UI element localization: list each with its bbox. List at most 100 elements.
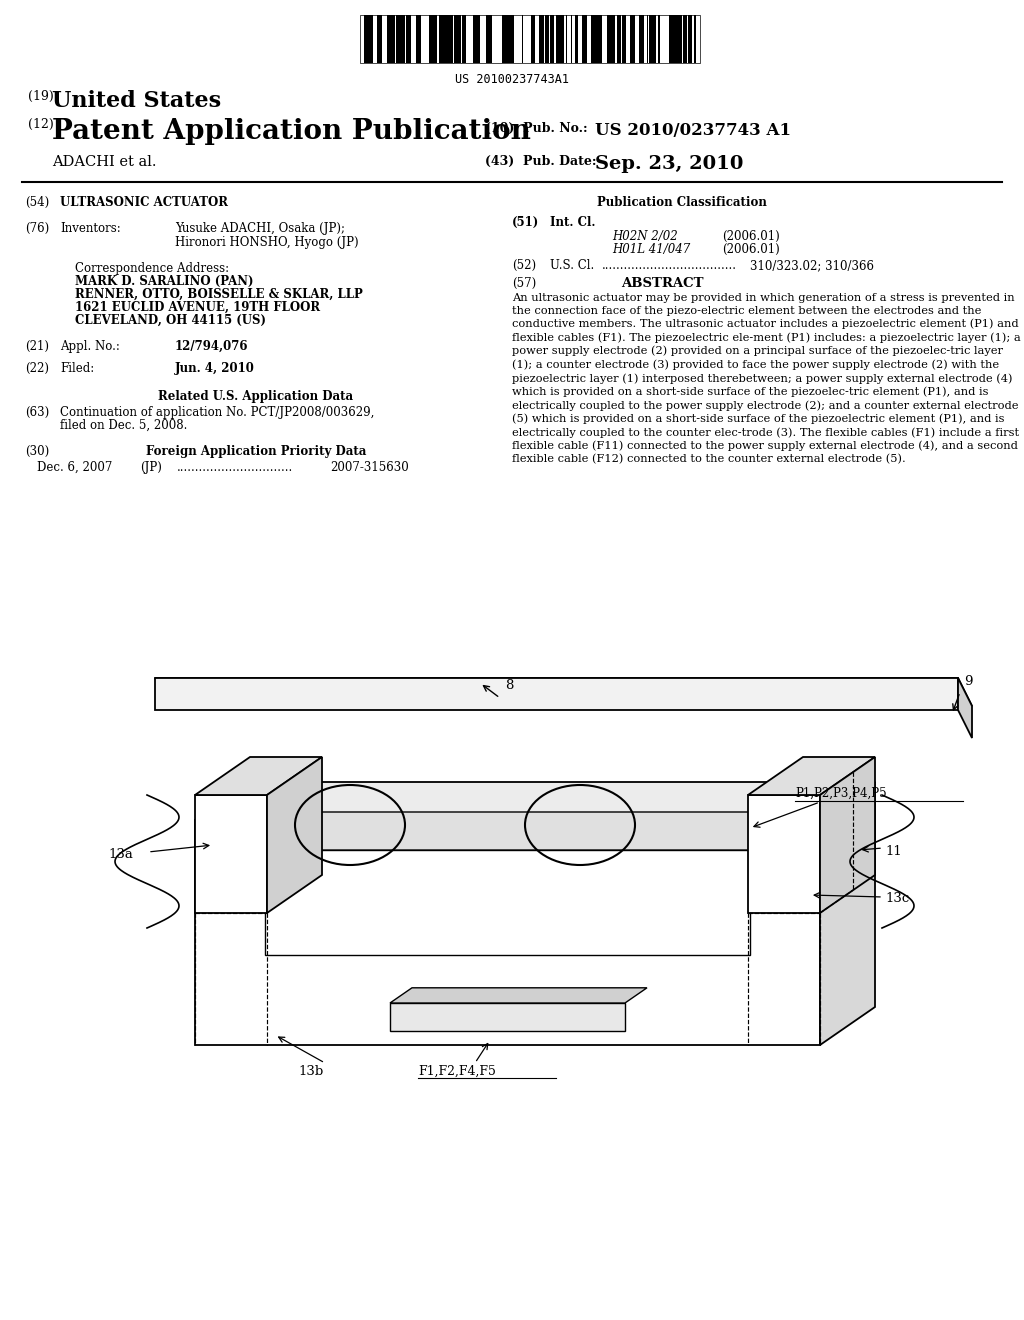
Bar <box>398 15 400 63</box>
Text: 13c: 13c <box>885 892 909 906</box>
Text: filed on Dec. 5, 2008.: filed on Dec. 5, 2008. <box>60 418 187 432</box>
Bar <box>658 15 660 63</box>
Text: (54): (54) <box>25 195 49 209</box>
Bar <box>531 15 535 63</box>
Bar <box>656 15 658 63</box>
Bar <box>437 15 439 63</box>
Bar <box>421 15 423 63</box>
Bar <box>506 15 509 63</box>
Bar <box>509 15 513 63</box>
Text: (19): (19) <box>28 90 53 103</box>
Bar <box>669 15 673 63</box>
Text: (57): (57) <box>512 277 537 290</box>
Bar <box>607 15 611 63</box>
Bar <box>604 15 607 63</box>
Bar <box>423 15 425 63</box>
Bar <box>412 15 416 63</box>
Polygon shape <box>267 756 322 913</box>
Text: Correspondence Address:: Correspondence Address: <box>75 261 229 275</box>
Bar <box>665 15 669 63</box>
Text: United States: United States <box>52 90 221 112</box>
Text: Continuation of application No. PCT/JP2008/003629,: Continuation of application No. PCT/JP20… <box>60 407 375 418</box>
Bar <box>535 15 539 63</box>
Text: ULTRASONIC ACTUATOR: ULTRASONIC ACTUATOR <box>60 195 228 209</box>
Text: P1,P2,P3,P4,P5: P1,P2,P3,P4,P5 <box>795 787 887 800</box>
Polygon shape <box>820 781 874 1045</box>
Text: (52): (52) <box>512 259 537 272</box>
Bar <box>679 15 682 63</box>
Bar <box>456 15 460 63</box>
Text: An ultrasonic actuator may be provided in which generation of a stress is preven: An ultrasonic actuator may be provided i… <box>512 293 1021 465</box>
Text: (76): (76) <box>25 222 49 235</box>
Bar <box>560 15 564 63</box>
Text: 9: 9 <box>964 675 973 688</box>
Bar <box>564 15 566 63</box>
Bar <box>587 15 591 63</box>
Bar <box>694 15 696 63</box>
Bar <box>692 15 694 63</box>
Bar <box>637 15 639 63</box>
Text: 13a: 13a <box>108 847 133 861</box>
Text: ADACHI et al.: ADACHI et al. <box>52 154 157 169</box>
Text: CLEVELAND, OH 44115 (US): CLEVELAND, OH 44115 (US) <box>75 314 266 327</box>
Bar <box>473 15 477 63</box>
Text: (2006.01): (2006.01) <box>722 230 779 243</box>
Bar <box>635 15 637 63</box>
Text: RENNER, OTTO, BOISSELLE & SKLAR, LLP: RENNER, OTTO, BOISSELLE & SKLAR, LLP <box>75 288 362 301</box>
Bar <box>660 15 664 63</box>
Bar <box>425 15 429 63</box>
Bar <box>454 15 456 63</box>
Text: Int. Cl.: Int. Cl. <box>550 216 596 228</box>
Bar <box>527 15 531 63</box>
Text: (43)  Pub. Date:: (43) Pub. Date: <box>485 154 597 168</box>
Text: Hironori HONSHO, Hyogo (JP): Hironori HONSHO, Hyogo (JP) <box>175 236 358 249</box>
Bar <box>500 15 502 63</box>
Polygon shape <box>265 812 805 850</box>
Bar <box>371 15 373 63</box>
Bar <box>446 15 450 63</box>
Bar <box>496 15 499 63</box>
Bar <box>383 15 387 63</box>
Bar <box>550 15 554 63</box>
Bar <box>575 15 578 63</box>
Bar <box>582 15 585 63</box>
Bar <box>482 15 486 63</box>
Text: ABSTRACT: ABSTRACT <box>621 277 703 290</box>
Bar <box>541 15 544 63</box>
Text: Patent Application Publication: Patent Application Publication <box>52 117 530 145</box>
Bar <box>615 15 617 63</box>
Bar <box>503 15 506 63</box>
Bar <box>360 15 700 63</box>
Polygon shape <box>748 756 874 795</box>
Text: Appl. No.:: Appl. No.: <box>60 341 120 352</box>
Bar <box>486 15 489 63</box>
Bar <box>673 15 675 63</box>
Text: Jun. 4, 2010: Jun. 4, 2010 <box>175 362 255 375</box>
Bar <box>514 15 517 63</box>
Bar <box>470 15 473 63</box>
Bar <box>675 15 678 63</box>
Polygon shape <box>390 1003 625 1031</box>
Bar <box>450 15 453 63</box>
Text: H02N 2/02: H02N 2/02 <box>612 230 678 243</box>
Bar <box>466 15 470 63</box>
Bar <box>480 15 482 63</box>
Text: US 2010/0237743 A1: US 2010/0237743 A1 <box>595 121 791 139</box>
Bar <box>517 15 519 63</box>
Bar <box>652 15 656 63</box>
Bar <box>429 15 433 63</box>
Polygon shape <box>820 756 874 913</box>
Text: US 20100237743A1: US 20100237743A1 <box>455 73 569 86</box>
Bar <box>594 15 596 63</box>
Bar <box>519 15 522 63</box>
Bar <box>377 15 381 63</box>
Bar <box>554 15 556 63</box>
Text: Yusuke ADACHI, Osaka (JP);: Yusuke ADACHI, Osaka (JP); <box>175 222 345 235</box>
Bar <box>364 15 367 63</box>
Bar <box>642 15 644 63</box>
Text: (22): (22) <box>25 362 49 375</box>
Text: U.S. Cl.: U.S. Cl. <box>550 259 594 272</box>
Text: 2007-315630: 2007-315630 <box>330 461 409 474</box>
Polygon shape <box>265 850 750 954</box>
Polygon shape <box>155 678 972 706</box>
